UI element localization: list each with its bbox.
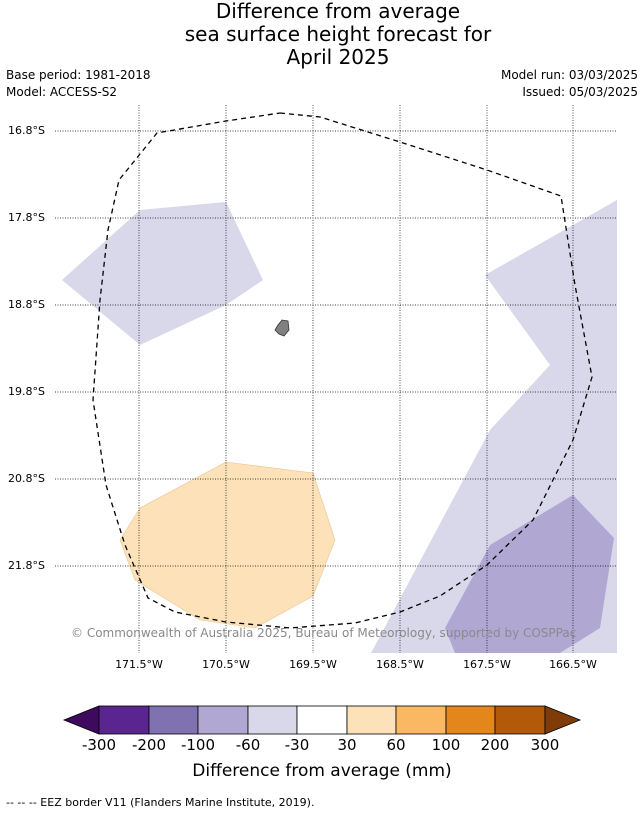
lat-label-1: 16.8°S	[8, 124, 45, 137]
lon-label-3: 169.5°W	[289, 658, 337, 671]
colorbar-tick-3: -100	[180, 736, 216, 754]
colorbar-bin-1	[98, 705, 150, 735]
colorbar-tick-7: 60	[386, 736, 406, 754]
colorbar-tick-10: 300	[530, 736, 560, 754]
colorbar-tick-6: 30	[337, 736, 357, 754]
map-title: Difference from average sea surface heig…	[0, 0, 644, 69]
title-line-2: sea surface height forecast for	[184, 22, 492, 46]
title-line-1: Difference from average	[215, 0, 461, 23]
colorbar-bin-2	[148, 705, 199, 735]
grid	[55, 105, 617, 653]
meta-left: Base period: 1981-2018 Model: ACCESS-S2	[6, 67, 151, 101]
lon-label-4: 168.5°W	[376, 658, 424, 671]
eez-footnote: -- -- -- EEZ border V11 (Flanders Marine…	[6, 796, 315, 809]
lat-label-2: 17.8°S	[8, 211, 45, 224]
colorbar-bin-8	[445, 705, 496, 735]
model-name: Model: ACCESS-S2	[6, 85, 118, 99]
colorbar-bin-5	[296, 705, 348, 735]
lat-label-4: 19.8°S	[8, 385, 45, 398]
lon-label-6: 166.5°W	[549, 658, 597, 671]
colorbar-tick-1: -300	[81, 736, 117, 754]
meta-right: Model run: 03/03/2025 Issued: 05/03/2025	[501, 67, 638, 101]
lon-label-1: 171.5°W	[115, 658, 163, 671]
eez-border	[92, 112, 593, 629]
colorbar-tick-4: -60	[235, 736, 261, 754]
model-run: Model run: 03/03/2025	[500, 68, 638, 82]
lon-label-5: 167.5°W	[463, 658, 511, 671]
colorbar-bin-4	[247, 705, 298, 735]
colorbar-arrow-min	[62, 705, 100, 735]
colorbar-title: Difference from average (mm)	[192, 761, 452, 781]
lat-label-6: 21.8°S	[8, 559, 45, 572]
base-period: Base period: 1981-2018	[6, 68, 151, 82]
issued-date: Issued: 05/03/2025	[522, 85, 638, 99]
colorbar-arrow-max	[544, 705, 582, 735]
copyright-credit: © Commonwealth of Australia 2025, Bureau…	[71, 626, 577, 640]
lon-label-2: 170.5°W	[202, 658, 250, 671]
colorbar-bin-3	[197, 705, 249, 735]
colorbar-bin-9	[494, 705, 546, 735]
lat-label-5: 20.8°S	[8, 472, 45, 485]
colorbar-tick-8: 100	[431, 736, 461, 754]
region-pos-30-60-southwest	[119, 461, 336, 629]
title-line-3: April 2025	[286, 45, 390, 69]
colorbar-tick-5: -30	[284, 736, 310, 754]
colorbar	[62, 705, 582, 735]
colorbar-tick-2: -200	[131, 736, 167, 754]
colorbar-bin-7	[395, 705, 447, 735]
island-shape	[274, 319, 290, 337]
colorbar-tick-9: 200	[480, 736, 510, 754]
lat-label-3: 18.8°S	[8, 298, 45, 311]
colorbar-bin-6	[346, 705, 397, 735]
region-neg-30-60-northwest	[62, 202, 263, 345]
